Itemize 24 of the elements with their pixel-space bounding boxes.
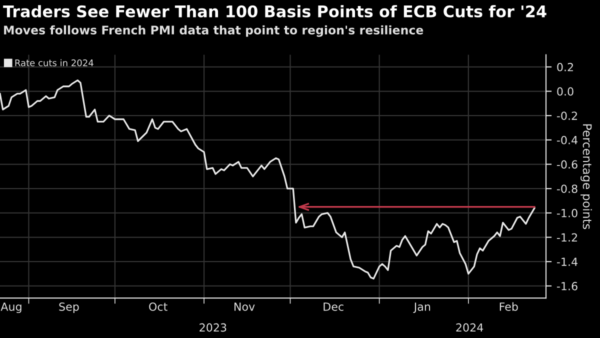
x-tick-label: Oct: [149, 302, 168, 311]
y-axis-title: Percentage points: [580, 124, 592, 230]
x-tick-label: Jan: [413, 302, 430, 313]
text: 2023: [200, 323, 226, 332]
y-tick-label: -1.6: [556, 282, 578, 290]
y-tick-label: -1.2: [556, 233, 577, 242]
y-tick-label: -0.4: [556, 136, 578, 144]
y-tick-label: 0.0: [557, 87, 574, 96]
y-tick-label: -1.4: [556, 258, 578, 266]
y-tick-label: -1.0: [556, 208, 578, 218]
text: 2024: [456, 323, 484, 332]
x-tick-label: Aug: [0, 302, 22, 314]
x-tick-label: Dec: [324, 302, 344, 311]
chart-subtitle: Moves follows French PMI data that point to region's resilience: [4, 25, 424, 37]
x-tick-label: Feb: [500, 302, 518, 311]
y-tick-label: -0.8: [556, 184, 578, 193]
line-series: [0, 79, 536, 280]
x-tick-label: Nov: [234, 302, 255, 311]
x-tick-label: Sep: [59, 302, 79, 314]
y-tick-label: -0.2: [556, 112, 577, 120]
y-tick-label: 0.2: [557, 62, 573, 72]
legend-label: Rate cuts in 2024: [15, 59, 94, 66]
chart-title: Traders See Fewer Than 100 Basis Points of ECB Cuts for '24: [3, 5, 546, 18]
y-tick-label: -0.6: [556, 160, 578, 169]
